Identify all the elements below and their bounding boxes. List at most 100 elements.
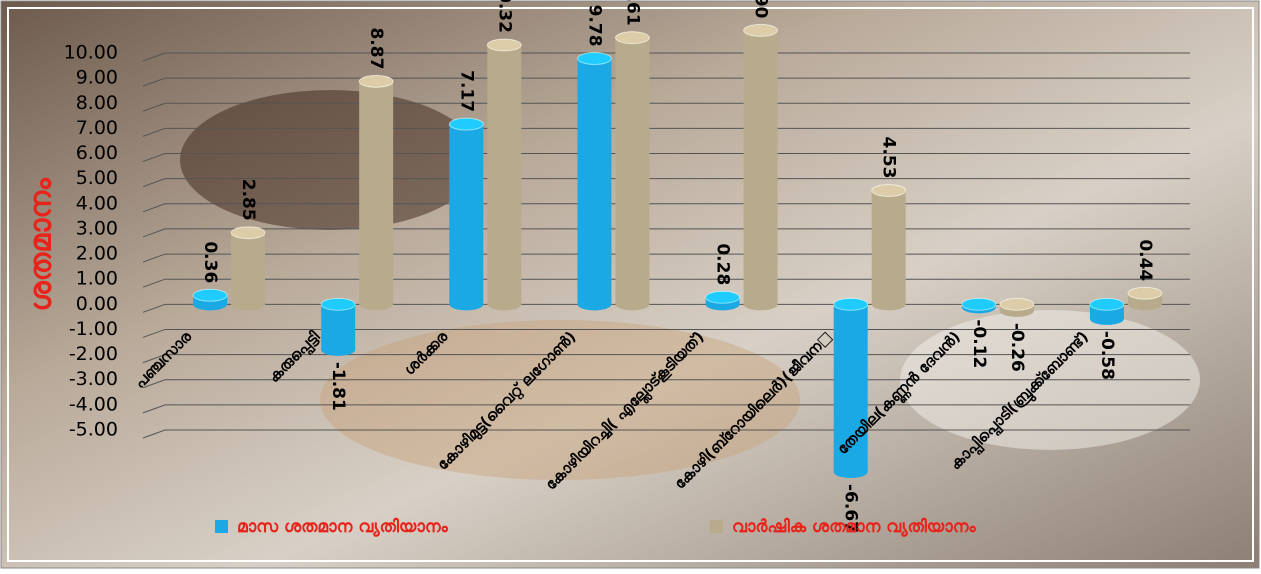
bar-top — [743, 23, 779, 37]
grid-line — [142, 102, 1190, 112]
y-tick-label: -1.00 — [69, 318, 118, 340]
y-tick-label: 6.00 — [76, 142, 118, 164]
bar-bottom — [615, 298, 650, 311]
data-label: 2.85 — [238, 179, 258, 221]
bar — [192, 288, 228, 311]
data-label: -0.12 — [969, 319, 989, 368]
bar-body — [833, 304, 868, 472]
bar — [358, 74, 394, 311]
bar-body — [615, 37, 650, 305]
grid-line — [142, 278, 1190, 288]
y-tick-label: 9.00 — [76, 67, 118, 89]
bar-bottom — [449, 298, 484, 311]
bar-top — [961, 297, 997, 311]
bar-body — [577, 58, 612, 305]
photo-shape — [180, 90, 480, 230]
grid-line — [142, 153, 1190, 163]
bar-bottom — [359, 298, 394, 311]
grid-line — [142, 228, 1190, 238]
data-label: -0.26 — [1007, 323, 1027, 372]
data-label: 4.53 — [879, 137, 899, 179]
data-label: 0.28 — [713, 243, 733, 285]
y-tick-label: 10.00 — [64, 42, 118, 64]
grid-line — [142, 253, 1190, 263]
bar-top — [705, 290, 741, 304]
data-label: -6.67 — [841, 484, 861, 533]
y-tick-label: -2.00 — [69, 343, 118, 365]
bar — [486, 38, 522, 311]
grid-line — [142, 127, 1190, 137]
bar — [1127, 286, 1163, 311]
y-tick-label: 3.00 — [76, 217, 118, 239]
y-tick-label: -4.00 — [69, 393, 118, 415]
bar-top — [1089, 297, 1125, 311]
bar-top — [999, 297, 1035, 311]
bar-top — [833, 297, 869, 311]
data-label: 10.32 — [494, 0, 514, 33]
bar-top — [192, 288, 228, 302]
bar — [871, 183, 907, 311]
y-tick-label: 0.00 — [76, 293, 118, 315]
bar-bottom — [743, 298, 778, 311]
bar-body — [321, 304, 356, 350]
data-label: 0.36 — [200, 241, 220, 283]
bar-bottom — [231, 298, 266, 311]
bar — [999, 297, 1035, 317]
bar-body — [871, 190, 906, 305]
bar-top — [1127, 286, 1163, 300]
bar-bottom — [1127, 298, 1162, 311]
frame — [7, 7, 1254, 562]
bar-bottom — [833, 465, 868, 478]
y-tick-label: 4.00 — [76, 192, 118, 214]
bar — [743, 23, 779, 311]
bar-body — [231, 232, 266, 305]
data-label: -1.81 — [328, 362, 348, 411]
bar — [448, 117, 484, 311]
bar-top — [320, 297, 356, 311]
bar-body — [449, 124, 484, 305]
legend-label: വാർഷിക ശതമാന വ്യതിയാനം — [732, 517, 977, 537]
bar-body — [487, 44, 522, 305]
bar-top — [358, 74, 394, 88]
bar-bottom — [193, 298, 228, 311]
y-tick-label: 1.00 — [76, 268, 118, 290]
legend-swatch — [710, 520, 723, 533]
bar — [961, 297, 997, 314]
bar-top — [614, 31, 650, 45]
photo-shape — [320, 320, 800, 480]
data-label: 7.17 — [456, 70, 476, 112]
y-tick-label: 7.00 — [76, 117, 118, 139]
bar-body — [743, 30, 778, 305]
y-axis-title: ശതമാനം — [24, 177, 59, 312]
y-tick-label: 5.00 — [76, 167, 118, 189]
grid-line — [142, 178, 1190, 188]
y-tick-label: -3.00 — [69, 368, 118, 390]
grid-line — [142, 52, 1190, 62]
data-label: 10.61 — [622, 0, 642, 26]
y-tick-label: 2.00 — [76, 243, 118, 265]
data-label: 8.87 — [366, 27, 386, 69]
bar — [576, 52, 612, 311]
legend-label: മാസ ശതമാന വ്യതിയാനം — [237, 517, 449, 537]
data-label: -0.58 — [1097, 331, 1117, 380]
data-label: 0.44 — [1135, 239, 1155, 281]
bar-top — [576, 52, 612, 66]
bar-body — [359, 81, 394, 305]
bar — [320, 297, 356, 356]
bar-bottom — [577, 298, 612, 311]
bar-top — [486, 38, 522, 52]
y-tick-label: 8.00 — [76, 92, 118, 114]
bar-bottom — [321, 343, 356, 356]
bar — [833, 297, 869, 478]
grid-line — [142, 203, 1190, 213]
bar-top — [448, 117, 484, 131]
y-tick-label: -5.00 — [69, 419, 118, 441]
legend-swatch — [215, 520, 228, 533]
data-label: 10.90 — [751, 0, 771, 19]
bar — [1089, 297, 1125, 325]
bar-bottom — [487, 298, 522, 311]
bar-top — [871, 183, 907, 197]
grid-line — [142, 77, 1190, 87]
bar-top — [230, 226, 266, 240]
